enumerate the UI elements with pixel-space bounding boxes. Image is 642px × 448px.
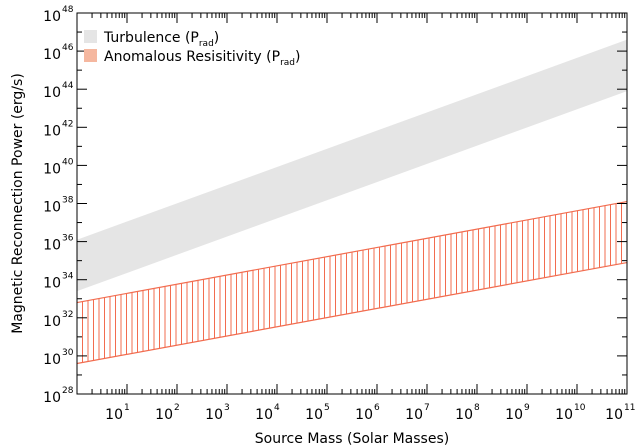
band-series-1 xyxy=(76,201,628,365)
x-tick-exp: 3 xyxy=(224,403,230,413)
band-upper-edge xyxy=(76,201,628,304)
band-lower-edge xyxy=(76,261,628,365)
y-tick-exp: 34 xyxy=(62,272,74,282)
x-tick-label: 10 10 xyxy=(555,403,586,423)
y-tick-label: 10 36 xyxy=(43,234,74,254)
x-tick-label: 10 11 xyxy=(605,403,635,423)
y-tick-exp: 46 xyxy=(62,43,74,53)
x-tick-label: 10 4 xyxy=(255,403,280,423)
x-tick-exp: 8 xyxy=(474,403,480,413)
x-tick-exp: 10 xyxy=(574,403,586,413)
y-tick-base: 10 xyxy=(43,390,61,406)
x-tick-base: 10 xyxy=(255,407,273,423)
y-tick-base: 10 xyxy=(43,238,61,254)
chart-legend: Turbulence (Prad)Anomalous Resisitivity … xyxy=(84,30,300,68)
y-tick-label: 10 34 xyxy=(43,272,74,292)
y-tick-exp: 44 xyxy=(62,81,74,91)
x-tick-base: 10 xyxy=(605,407,623,423)
x-tick-base: 10 xyxy=(105,407,123,423)
y-tick-base: 10 xyxy=(43,85,61,101)
x-tick-exp: 11 xyxy=(624,403,635,413)
x-tick-base: 10 xyxy=(305,407,323,423)
x-tick-base: 10 xyxy=(405,407,423,423)
y-tick-base: 10 xyxy=(43,276,61,292)
y-tick-label: 10 28 xyxy=(43,386,74,406)
y-tick-label: 10 42 xyxy=(43,119,73,139)
x-tick-label: 10 1 xyxy=(105,403,130,423)
chart-bands xyxy=(76,39,628,365)
y-tick-label: 10 44 xyxy=(43,81,74,101)
x-tick-base: 10 xyxy=(555,407,573,423)
legend-swatch xyxy=(84,49,97,62)
y-tick-label: 10 32 xyxy=(43,310,73,330)
y-tick-base: 10 xyxy=(43,200,61,216)
y-tick-label: 10 40 xyxy=(43,157,74,177)
x-tick-base: 10 xyxy=(455,407,473,423)
y-tick-base: 10 xyxy=(43,47,61,63)
x-tick-label: 10 2 xyxy=(155,403,180,423)
y-tick-exp: 32 xyxy=(62,310,73,320)
x-tick-base: 10 xyxy=(355,407,373,423)
y-tick-exp: 38 xyxy=(62,196,74,206)
y-tick-label: 10 48 xyxy=(43,5,74,25)
legend-swatch xyxy=(84,30,97,43)
y-tick-base: 10 xyxy=(43,352,61,368)
band-series-0 xyxy=(77,39,627,292)
y-tick-base: 10 xyxy=(43,9,61,25)
x-axis-label: Source Mass (Solar Masses) xyxy=(255,431,449,447)
x-tick-label: 10 6 xyxy=(355,403,380,423)
y-axis-label: Magnetic Reconnection Power (erg/s) xyxy=(10,73,26,334)
x-tick-exp: 5 xyxy=(324,403,330,413)
y-tick-exp: 28 xyxy=(62,386,74,396)
x-tick-base: 10 xyxy=(505,407,523,423)
x-tick-label: 10 5 xyxy=(305,403,330,423)
x-tick-exp: 7 xyxy=(424,403,430,413)
y-tick-base: 10 xyxy=(43,123,61,139)
x-tick-label: 10 8 xyxy=(455,403,480,423)
x-tick-exp: 6 xyxy=(374,403,380,413)
x-tick-label: 10 3 xyxy=(205,403,230,423)
x-tick-exp: 1 xyxy=(124,403,130,413)
legend-label: Turbulence (Prad) xyxy=(103,30,219,49)
x-tick-exp: 9 xyxy=(524,403,530,413)
y-tick-exp: 36 xyxy=(62,234,74,244)
y-tick-base: 10 xyxy=(43,161,61,177)
x-tick-exp: 4 xyxy=(274,403,280,413)
y-tick-label: 10 38 xyxy=(43,196,74,216)
y-tick-exp: 48 xyxy=(62,5,74,15)
x-tick-label: 10 7 xyxy=(405,403,430,423)
y-tick-exp: 40 xyxy=(62,157,74,167)
x-tick-exp: 2 xyxy=(174,403,180,413)
x-tick-base: 10 xyxy=(205,407,223,423)
legend-label: Anomalous Resisitivity (Prad) xyxy=(104,49,300,68)
y-tick-base: 10 xyxy=(43,314,61,330)
y-tick-label: 10 30 xyxy=(43,348,74,368)
x-tick-label: 10 9 xyxy=(505,403,530,423)
y-tick-exp: 42 xyxy=(62,119,73,129)
y-tick-exp: 30 xyxy=(62,348,74,358)
x-tick-base: 10 xyxy=(155,407,173,423)
y-tick-label: 10 46 xyxy=(43,43,74,63)
